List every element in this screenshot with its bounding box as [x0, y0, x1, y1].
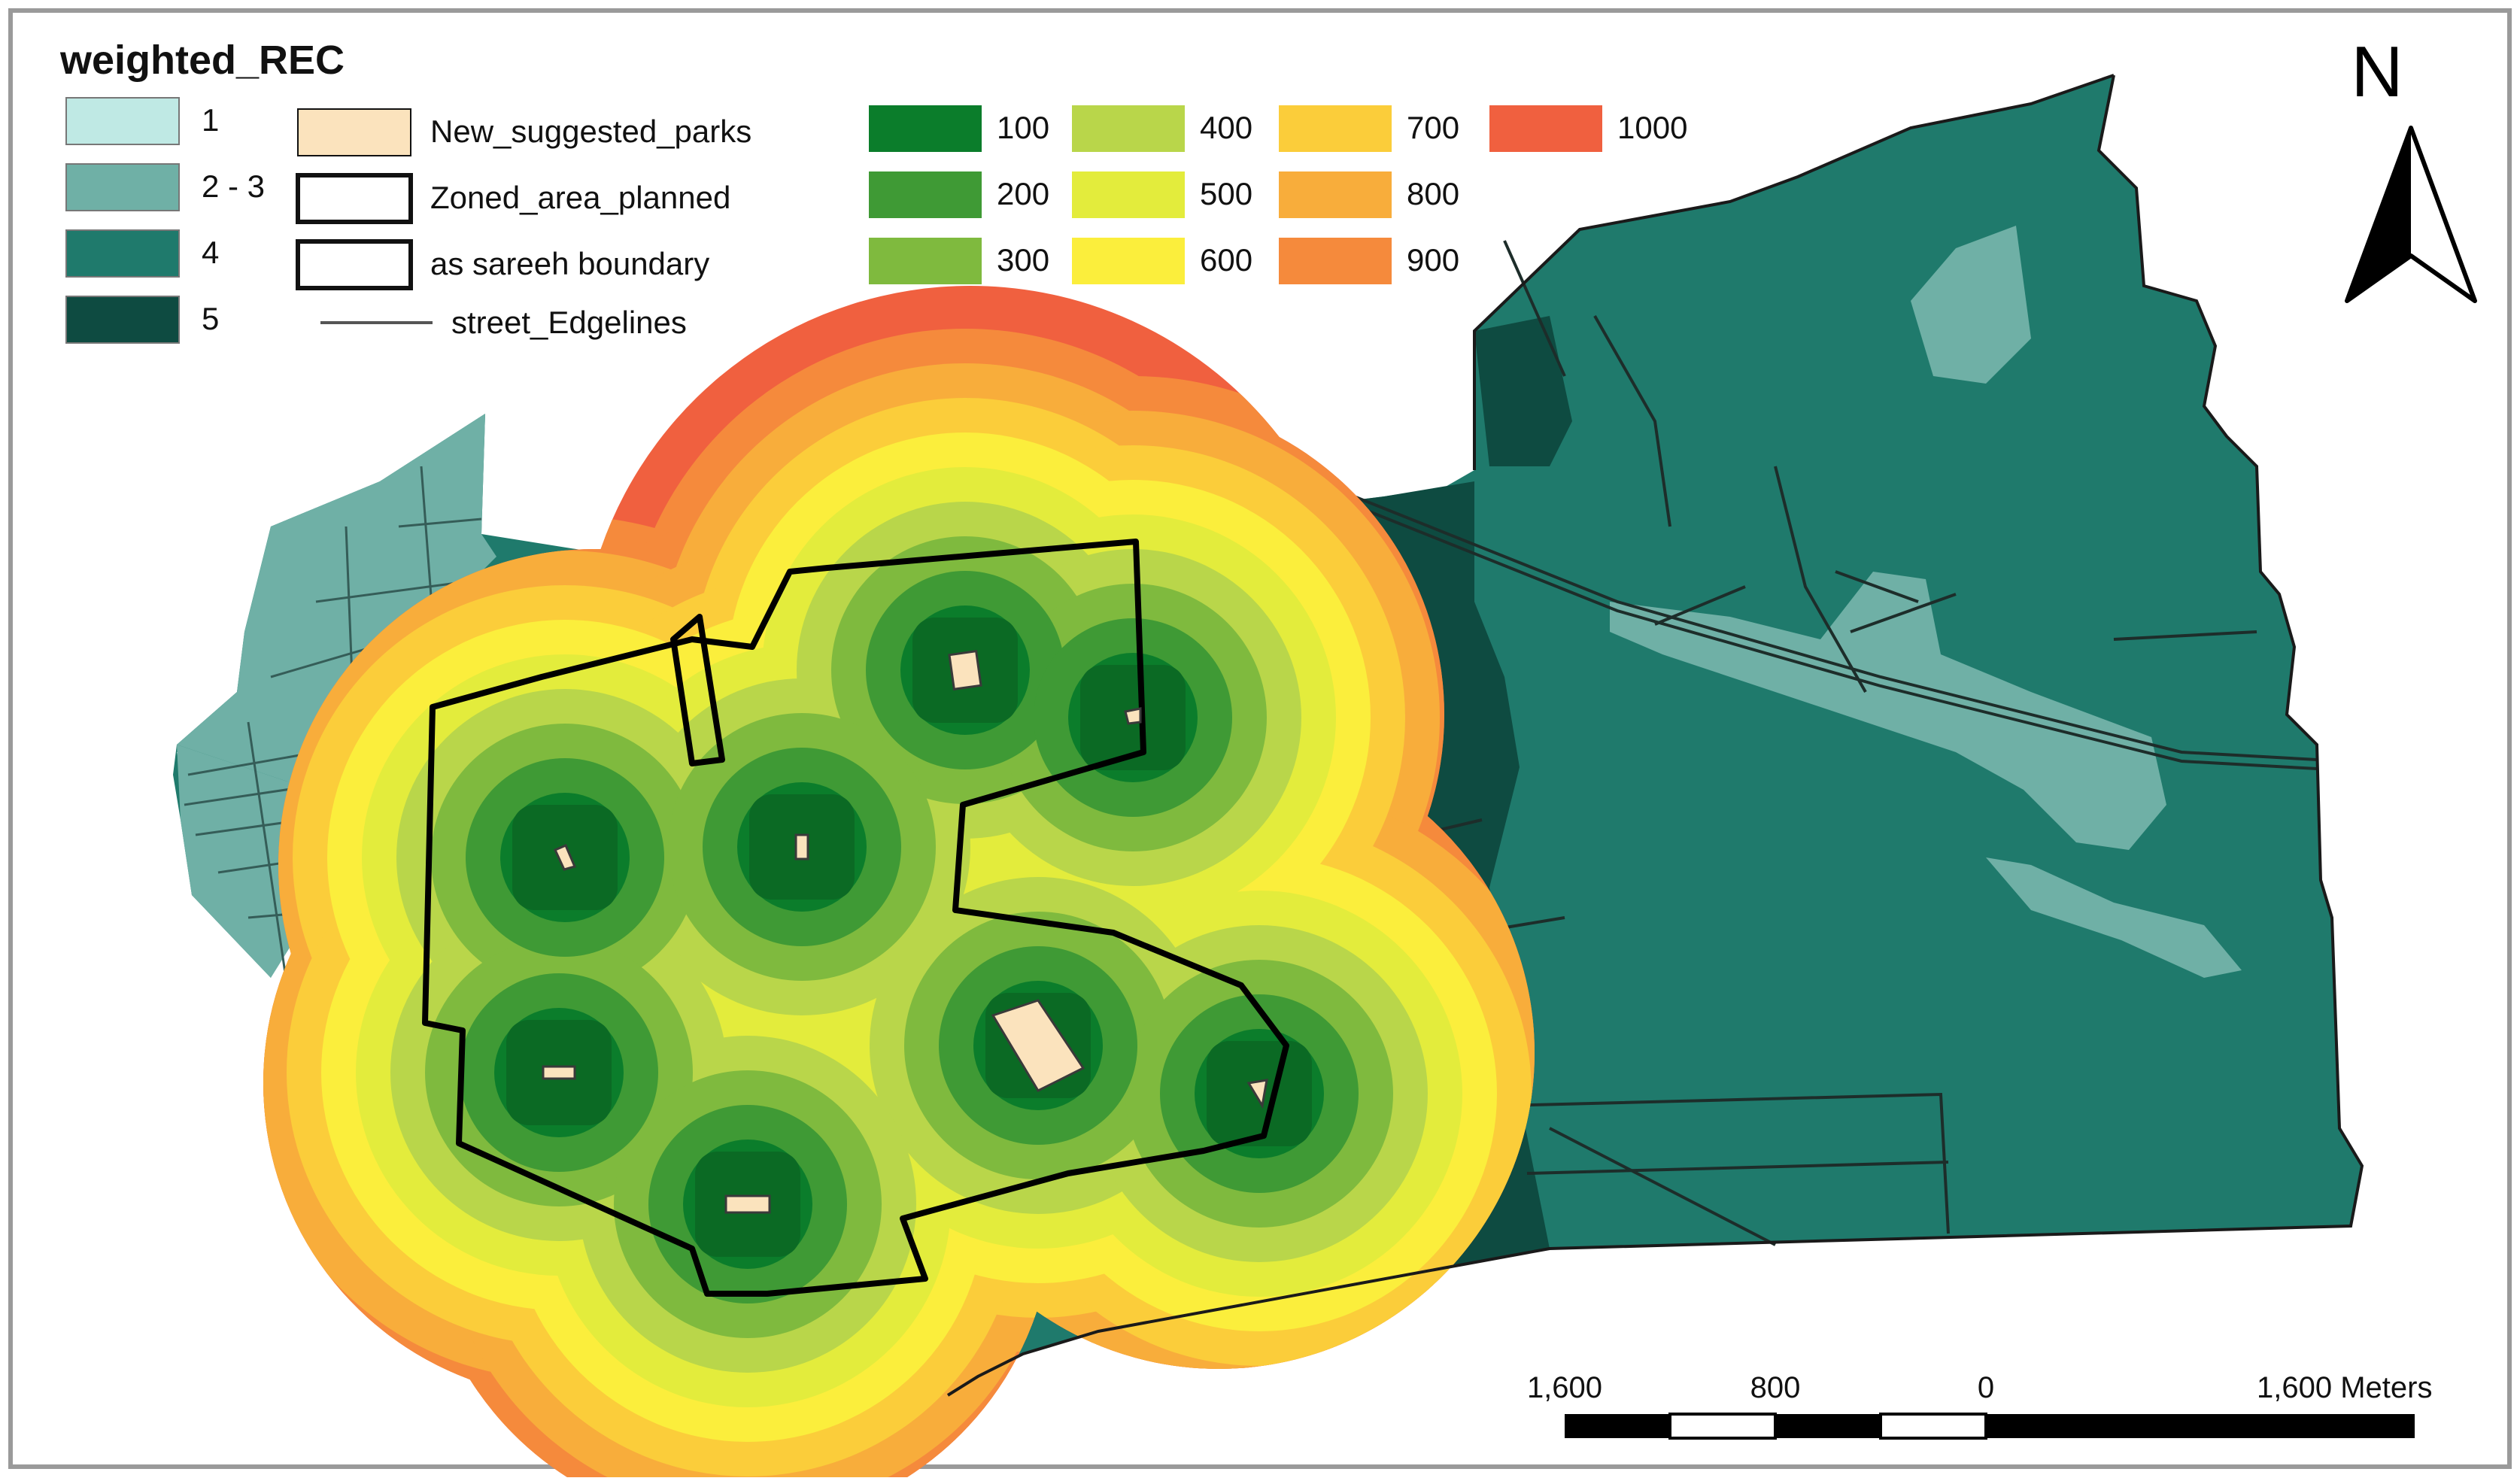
rec-class-legend: 1 2 - 3 4 5 [65, 97, 265, 344]
legend-swatch [1279, 238, 1392, 284]
legend-swatch [1279, 171, 1392, 218]
rec-class-5-zone [1474, 316, 1572, 466]
scale-label: 800 [1750, 1371, 1801, 1404]
as-sareeh-boundary-line [946, 74, 2364, 1397]
legend-label: 100 [997, 110, 1049, 145]
legend-label: Zoned_area_planned [430, 180, 730, 215]
legend-label: 2 - 3 [202, 168, 265, 204]
legend-label: 500 [1200, 176, 1252, 211]
legend: weighted_REC 1 2 - 3 4 5 New_suggested_park… [59, 38, 1687, 344]
rec-class-2-3-zone [1986, 857, 2242, 978]
scale-label: 1,600 Meters [2257, 1371, 2432, 1404]
legend-swatch [65, 296, 180, 344]
park [948, 650, 982, 690]
scale-label: 0 [1978, 1371, 1994, 1404]
zoned-area-planned [422, 539, 1289, 1297]
new-suggested-parks [542, 650, 1268, 1214]
park [1124, 707, 1142, 725]
distance-legend: 100 200 300 400 500 600 700 800 900 1000 [869, 105, 1687, 284]
park [1246, 1079, 1268, 1109]
legend-swatch [65, 163, 180, 211]
north-arrow: N [2345, 32, 2477, 303]
legend-label: 5 [202, 301, 219, 336]
legend-swatch [296, 173, 413, 224]
legend-label: 600 [1200, 242, 1252, 278]
scale-label: 1,600 [1527, 1371, 1602, 1404]
scale-bar: 1,600 800 0 1,600 Meters [1527, 1371, 2432, 1440]
rec-class-2-3-zone [177, 745, 308, 978]
rec-class-2-3-zone [177, 414, 496, 835]
legend-swatch [869, 238, 982, 284]
legend-label: 1000 [1617, 110, 1687, 145]
park [542, 1065, 576, 1080]
north-label: N [2351, 32, 2403, 112]
legend-swatch [65, 229, 180, 278]
rec-class-2-3-zone [1610, 572, 2166, 850]
layer-legend: New_suggested_parks Zoned_area_plannedas … [296, 108, 751, 340]
legend-label: 300 [997, 242, 1049, 278]
park [991, 999, 1085, 1092]
legend-swatch [1072, 238, 1185, 284]
legend-label: 4 [202, 235, 219, 270]
legend-swatch [65, 97, 180, 145]
legend-swatch [1072, 105, 1185, 152]
park [794, 833, 809, 860]
legend-label: 1 [202, 102, 219, 138]
legend-swatch [869, 171, 982, 218]
street-edgelines [1323, 240, 2318, 1246]
legend-label: 400 [1200, 110, 1252, 145]
legend-label: as sareeh boundary [430, 246, 709, 281]
legend-label: 200 [997, 176, 1049, 211]
legend-label: New_suggested_parks [430, 114, 751, 149]
legend-swatch [1279, 105, 1392, 152]
legend-swatch [296, 239, 413, 290]
legend-label: 900 [1407, 242, 1459, 278]
park [724, 1194, 771, 1214]
legend-label: 800 [1407, 176, 1459, 211]
legend-swatch [869, 105, 982, 152]
rec-class-2-3-zone [1911, 226, 2031, 384]
legend-swatch [1489, 105, 1602, 152]
legend-label: street_Edgelines [451, 305, 687, 340]
legend-swatch [1072, 171, 1185, 218]
legend-title: weighted_REC [59, 38, 345, 83]
legend-label: 700 [1407, 110, 1459, 145]
legend-swatch [297, 108, 411, 156]
park [553, 844, 577, 871]
